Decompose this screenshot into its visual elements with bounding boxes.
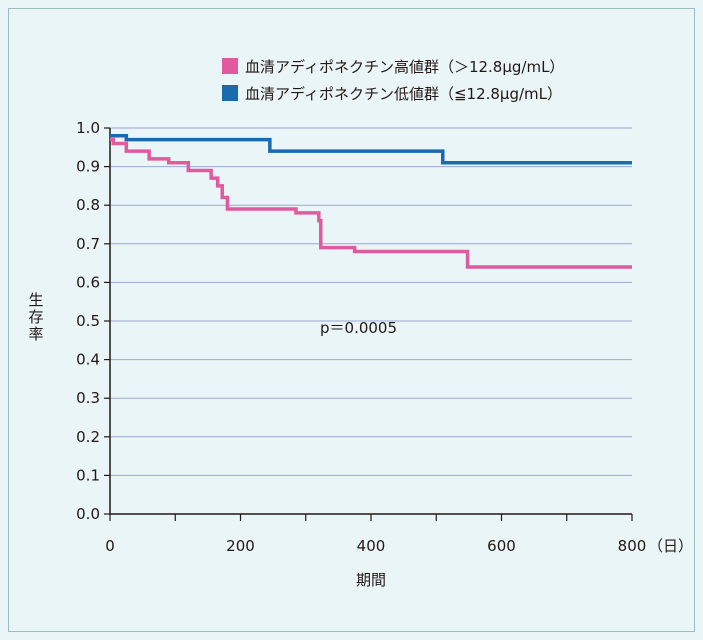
x-tick-label: 200 — [226, 537, 255, 555]
x-tick-label: 400 — [357, 537, 386, 555]
chart-frame — [8, 8, 695, 632]
y-tick-label: 1.0 — [76, 119, 100, 137]
x-tick-label: 800 — [618, 537, 647, 555]
legend-swatch — [222, 85, 238, 101]
series-line-low — [110, 133, 632, 165]
y-tick-label: 0.7 — [76, 235, 100, 253]
y-tick-label: 0.6 — [76, 273, 100, 291]
y-tick-label: 0.5 — [76, 312, 100, 330]
y-tick-label: 0.4 — [76, 351, 100, 369]
y-tick-label: 0.2 — [76, 428, 100, 446]
y-tick-label: 0.0 — [76, 505, 100, 523]
y-tick-label: 0.9 — [76, 158, 100, 176]
grid-lines — [110, 127, 632, 476]
series-lines — [110, 133, 632, 269]
x-axis-title: 期間 — [356, 571, 386, 589]
x-tick-label: 600 — [487, 537, 516, 555]
axes: 0.0 0.1 0.2 0.3 0.4 0.5 0.6 0.7 0.8 0.9 1.0 0 200 400… — [76, 119, 693, 555]
series-line-high — [110, 137, 632, 269]
legend-label: 血清アディポネクチン高値群（＞12.8μg/mL） — [245, 58, 564, 76]
legend-label: 血清アディポネクチン低値群（≦12.8μg/mL） — [245, 85, 562, 103]
p-value-annotation: p＝0.0005 — [320, 319, 397, 337]
x-unit-label: （日） — [648, 537, 693, 555]
y-tick-label: 0.3 — [76, 389, 100, 407]
legend-swatch — [222, 58, 238, 74]
legend: 血清アディポネクチン高値群（＞12.8μg/mL） 血清アディポネクチン低値群（≦… — [222, 58, 564, 103]
y-tick-label: 0.8 — [76, 196, 100, 214]
y-axis-title: 生存率 — [28, 291, 43, 343]
y-tick-label: 0.1 — [76, 466, 100, 484]
x-tick-label: 0 — [105, 537, 115, 555]
